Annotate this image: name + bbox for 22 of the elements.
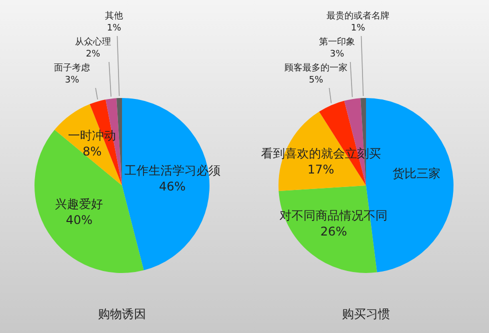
text: 购物诱因 bbox=[98, 307, 146, 322]
slice-label: 其他 bbox=[105, 10, 123, 22]
slice-label: 从众心理 bbox=[75, 36, 111, 48]
data-label: 3% bbox=[330, 49, 345, 60]
text: 购买习惯 bbox=[342, 307, 390, 322]
data-label: 26% bbox=[320, 224, 347, 239]
slice-label: 兴趣爱好 bbox=[55, 196, 104, 211]
slice-label: 第一印象 bbox=[319, 36, 355, 48]
data-label: 1% bbox=[106, 23, 122, 34]
data-label: 1% bbox=[350, 23, 366, 34]
slice-label: 货比三家 bbox=[392, 166, 441, 180]
slice-label: 最贵的或者名牌 bbox=[326, 10, 390, 22]
data-label: 5% bbox=[308, 75, 324, 86]
data-label: 3% bbox=[64, 75, 80, 86]
data-label: 8% bbox=[82, 144, 102, 159]
slice-label: 面子考虑 bbox=[54, 62, 90, 74]
data-label: 17% bbox=[307, 162, 334, 177]
data-label: 46% bbox=[159, 179, 186, 194]
data-label: 2% bbox=[86, 49, 101, 60]
slice-label: 顾客最多的一家 bbox=[284, 62, 348, 74]
data-label: 40% bbox=[66, 212, 92, 227]
slice-label: 工作生活学习必须 bbox=[124, 163, 220, 178]
